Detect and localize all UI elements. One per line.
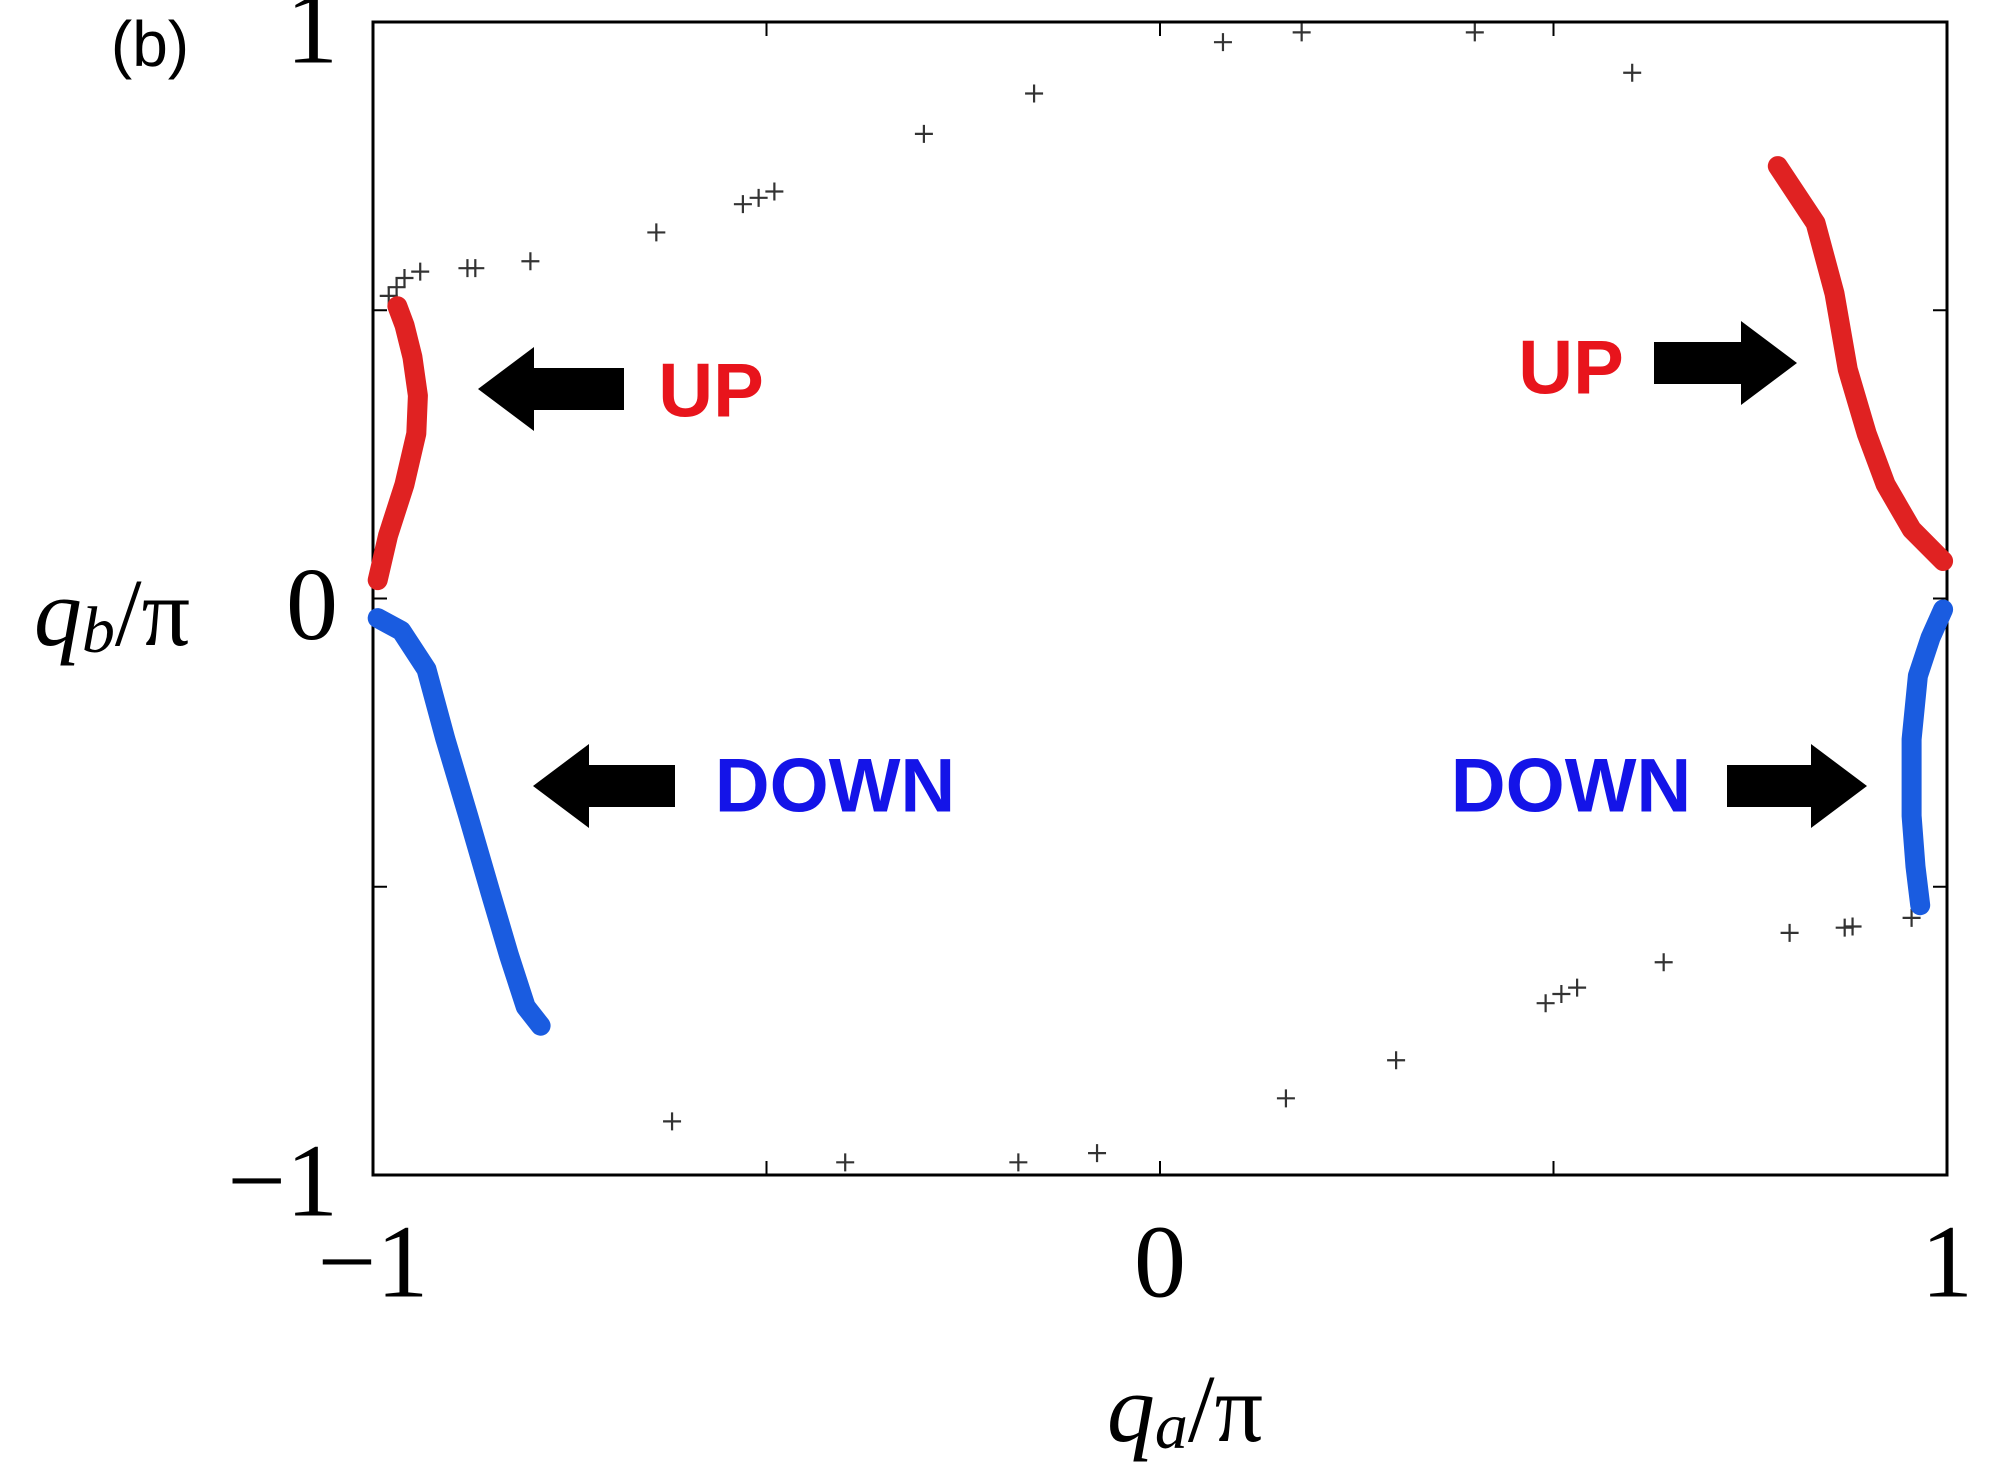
scatter-point [1213, 33, 1232, 52]
annotation: DOWN [1451, 744, 1692, 829]
y-label-sub: b [82, 594, 115, 667]
plot-frame [371, 20, 1949, 1177]
scatter-point [914, 124, 933, 143]
scatter-point [1780, 923, 1799, 942]
x-label-part: /π [1188, 1355, 1263, 1462]
y-axis-label: qb/π [34, 559, 190, 667]
scatter-point [1568, 978, 1587, 997]
arrow [1727, 744, 1867, 828]
arrow [478, 347, 624, 431]
scatter-point [458, 259, 477, 278]
y-tick-label: 1 [286, 0, 338, 86]
scatter-point [663, 1112, 682, 1131]
x-tick-label: 0 [1134, 1205, 1186, 1320]
curve [367, 296, 428, 591]
scatter-point [1552, 984, 1571, 1003]
scatter-point [836, 1153, 855, 1172]
annotation: DOWN [715, 744, 956, 829]
scatter-point [521, 252, 540, 271]
x-label-part: q [1107, 1355, 1155, 1462]
scatter-point [1387, 1051, 1406, 1070]
scatter-point [1654, 953, 1673, 972]
scatter-point [1843, 917, 1862, 936]
x-tick-label: −1 [318, 1205, 429, 1320]
curve [1767, 156, 1954, 571]
scatter-point [1088, 1144, 1107, 1163]
y-label-part: q [34, 559, 82, 666]
scatter-point [749, 188, 768, 207]
curve [1901, 599, 1954, 916]
scatter-point [1536, 994, 1555, 1013]
scatter-point [1025, 84, 1044, 103]
scatter-point [1465, 23, 1484, 42]
scatter-point [1902, 908, 1921, 927]
scatter-point [1276, 1089, 1295, 1108]
arrow [533, 744, 675, 828]
y-tick-label: 0 [286, 547, 338, 662]
y-tick-label: −1 [227, 1124, 338, 1239]
scatter-point [1292, 23, 1311, 42]
annotation: UP [1518, 326, 1624, 411]
scatter-point [1009, 1153, 1028, 1172]
annotation: UP [658, 349, 764, 434]
x-tick-label: 1 [1921, 1205, 1973, 1320]
scatter-point [395, 268, 414, 287]
scatter-point [647, 223, 666, 242]
x-label-sub: a [1155, 1390, 1188, 1463]
scatter-point [1835, 918, 1854, 937]
scatter-point [387, 278, 406, 297]
curve [367, 608, 551, 1036]
scatter-point [1623, 63, 1642, 82]
scatter-point [411, 262, 430, 281]
x-axis-label: qa/π [1107, 1355, 1263, 1463]
scatter-point [733, 195, 752, 214]
y-label-part: /π [115, 559, 190, 666]
scatter-point [765, 182, 784, 201]
arrow [1654, 321, 1797, 405]
panel-label: (b) [111, 8, 189, 80]
